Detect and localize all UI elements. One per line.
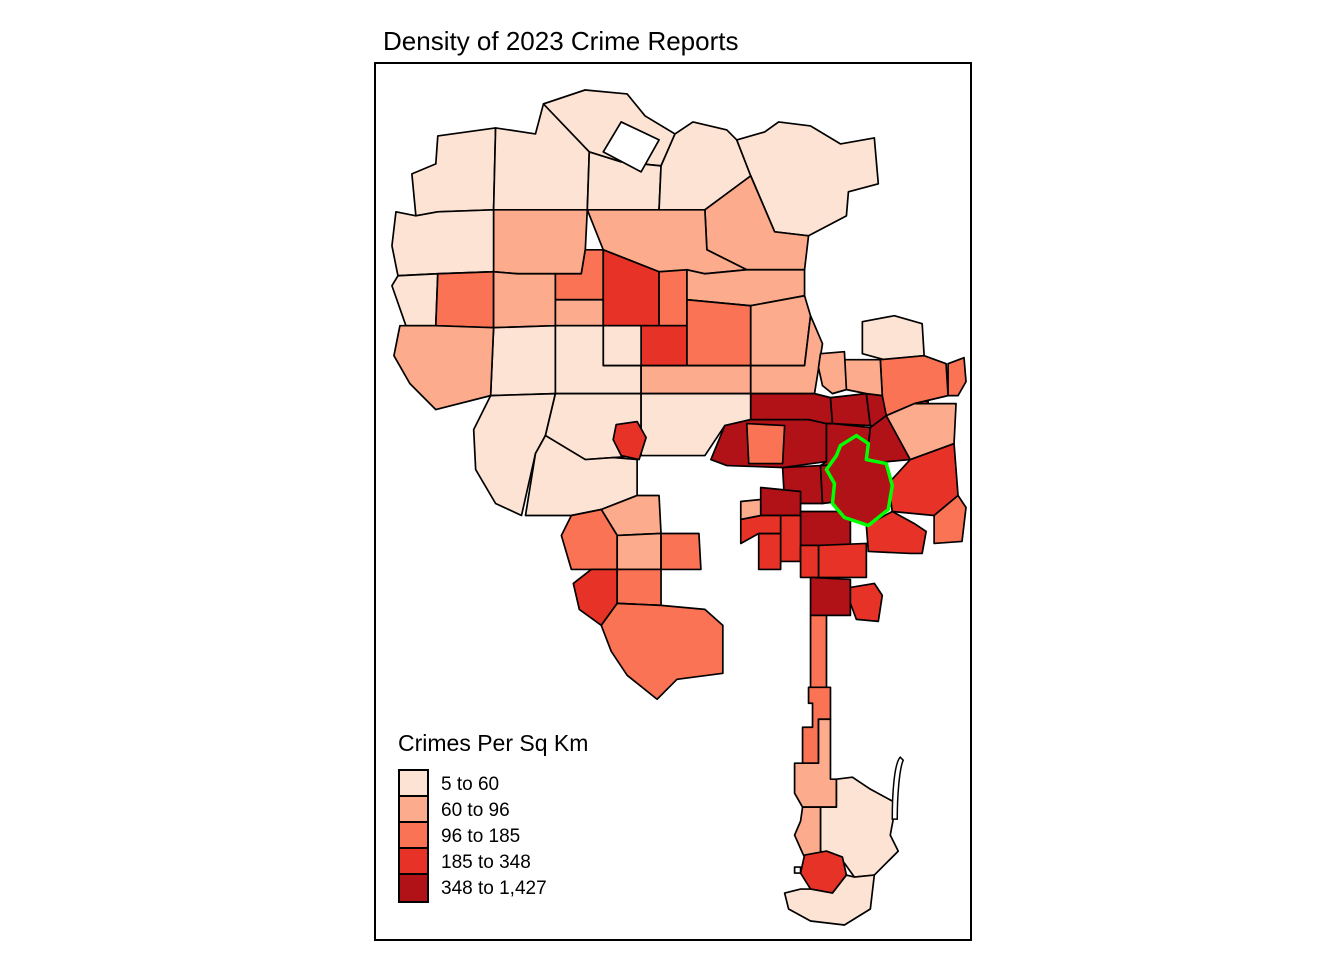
map-region-woodland-hills bbox=[393, 324, 495, 411]
map-region-sc-a bbox=[759, 486, 802, 517]
map-region-san-pedro bbox=[783, 874, 876, 926]
legend-item-4: 348 to 1,427 bbox=[398, 873, 588, 903]
map-region-sc-d bbox=[757, 532, 782, 571]
map-region-hollywood bbox=[749, 392, 834, 425]
map-region-hancock-park bbox=[745, 422, 786, 465]
map-regions bbox=[391, 89, 967, 926]
map-region-del-rey bbox=[616, 568, 662, 607]
map-region-canoga-park bbox=[434, 270, 495, 329]
map-region-boyle-heights-highlight bbox=[824, 433, 895, 528]
map-region-west-hills-s bbox=[391, 272, 439, 327]
map-region-east-hollywood bbox=[829, 392, 872, 427]
legend-item-2: 96 to 185 bbox=[398, 821, 588, 851]
map-region-boyle-east bbox=[933, 494, 967, 545]
legend-label: 96 to 185 bbox=[441, 826, 521, 847]
map-region-north-hollywood bbox=[640, 324, 688, 367]
map-region-highland-park bbox=[879, 354, 949, 417]
map-region-nodata-dot bbox=[793, 866, 802, 874]
map-region-westchester bbox=[600, 602, 724, 701]
map-region-sc-c bbox=[779, 514, 802, 563]
map-region-brentwood bbox=[524, 434, 638, 517]
map-region-sawtelle-red bbox=[612, 420, 647, 461]
map-region-northridge bbox=[492, 208, 589, 275]
legend-label: 185 to 348 bbox=[441, 852, 531, 873]
map-region-sc-g bbox=[799, 544, 820, 579]
map-region-west-hills-n bbox=[391, 208, 495, 277]
legend-title: Crimes Per Sq Km bbox=[398, 730, 589, 756]
legend-label: 60 to 96 bbox=[441, 800, 510, 821]
map-region-tarzana bbox=[489, 324, 557, 397]
map-path-breakwater-hook bbox=[891, 756, 905, 820]
plot-frame: Crimes Per Sq Km 5 to 60 60 to 96 96 to 18… bbox=[374, 62, 972, 941]
legend-swatch bbox=[398, 873, 429, 903]
map-region-chatsworth bbox=[411, 127, 497, 217]
map-region-corridor-1 bbox=[809, 614, 828, 689]
map-region-sc-f bbox=[817, 542, 868, 579]
map-region-valley-glen bbox=[658, 268, 688, 327]
choropleth-map bbox=[391, 89, 967, 926]
map-region-eagle-rock bbox=[861, 314, 926, 361]
legend: Crimes Per Sq Km 5 to 60 60 to 96 96 to 18… bbox=[398, 730, 589, 903]
map-region-mar-vista bbox=[616, 532, 662, 571]
map-region-harbor-city bbox=[793, 718, 838, 808]
map-region-nodata-diamond bbox=[602, 121, 660, 173]
map-region-noho-east bbox=[686, 298, 752, 367]
map-region-toluca-lake bbox=[749, 294, 812, 367]
map-region-sherman-oaks bbox=[640, 364, 752, 395]
map-region-ne-nub bbox=[947, 356, 967, 397]
legend-label: 5 to 60 bbox=[441, 774, 500, 795]
map-region-winnetka bbox=[492, 270, 557, 329]
map-region-encino-n bbox=[602, 324, 642, 367]
map-region-lake-balboa bbox=[554, 298, 605, 327]
legend-item-1: 60 to 96 bbox=[398, 795, 588, 825]
map-region-sc-hook bbox=[849, 582, 884, 623]
map-region-atwater bbox=[817, 350, 848, 395]
map-region-watts bbox=[809, 576, 852, 617]
map-region-sc-west bbox=[739, 498, 762, 521]
legend-label: 348 to 1,427 bbox=[441, 878, 547, 899]
map-region-palms bbox=[660, 532, 702, 571]
legend-item-3: 185 to 348 bbox=[398, 847, 588, 877]
figure-title: Density of 2023 Crime Reports bbox=[383, 26, 739, 56]
legend-items: 5 to 60 60 to 96 96 to 185 185 to 348 348 to… bbox=[398, 769, 588, 903]
map-region-city-terrace bbox=[865, 510, 927, 555]
